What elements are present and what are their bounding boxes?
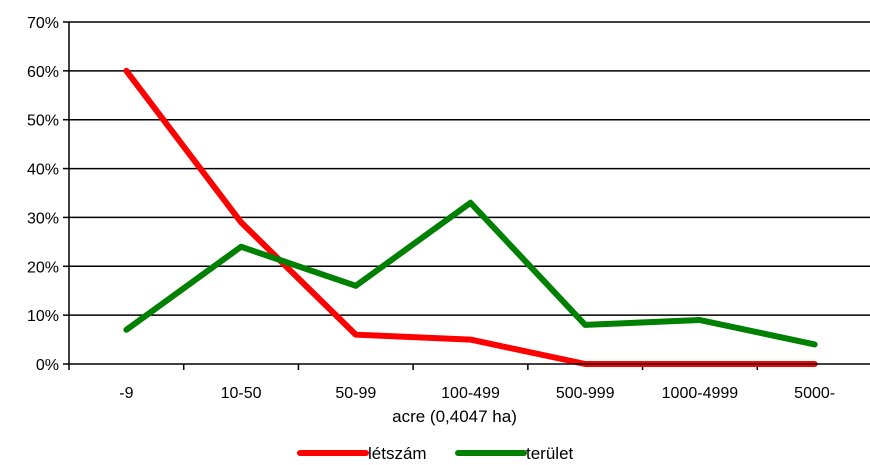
y-tick-label: 40% xyxy=(27,162,59,179)
x-tick-label: 10-50 xyxy=(221,385,262,402)
y-axis-ticks: 0% 10% 20% 30% 40% 50% 60% 70% xyxy=(27,15,69,374)
y-tick-label: 70% xyxy=(27,15,59,32)
y-tick-label: 20% xyxy=(27,259,59,276)
x-tick-label: 100-499 xyxy=(441,385,500,402)
x-axis-ticks: -9 10-50 50-99 100-499 500-999 1000-4999 5000- xyxy=(68,364,835,402)
series-line xyxy=(123,199,818,348)
x-tick-label: 1000-4999 xyxy=(662,385,739,402)
legend-label: létszám xyxy=(368,444,427,463)
legend: létszám terület xyxy=(297,444,574,463)
y-tick-label: 0% xyxy=(36,357,59,374)
y-tick-label: 50% xyxy=(27,113,59,130)
x-tick-label: 50-99 xyxy=(335,385,376,402)
legend-label: terület xyxy=(526,444,574,463)
x-tick-label: 5000- xyxy=(794,385,835,402)
x-tick-label: -9 xyxy=(119,385,133,402)
x-tick-label: 500-999 xyxy=(556,385,615,402)
gridlines xyxy=(69,21,870,316)
x-axis-title: acre (0,4047 ha) xyxy=(392,407,517,426)
y-tick-label: 10% xyxy=(27,308,59,325)
y-tick-label: 60% xyxy=(27,64,59,81)
y-tick-label: 30% xyxy=(27,210,59,227)
